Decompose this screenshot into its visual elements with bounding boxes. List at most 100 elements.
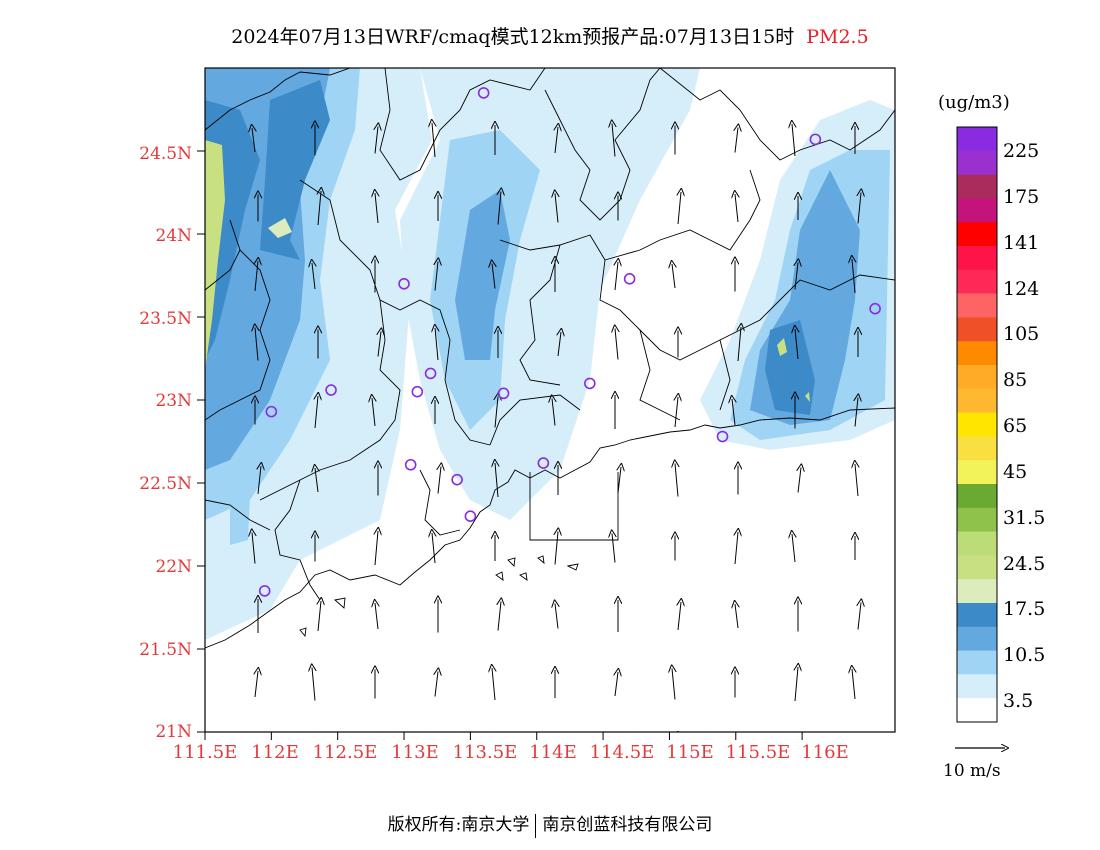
wind-arrow (795, 263, 798, 290)
wind-arrow (312, 263, 315, 290)
wind-arrow (495, 397, 498, 428)
legend-label: 85 (1003, 369, 1028, 391)
legend-label: 24.5 (1003, 553, 1046, 575)
station-marker (497, 387, 510, 400)
legend-swatch (957, 507, 997, 532)
legend-label: 3.5 (1003, 690, 1034, 712)
wind-arrow (852, 669, 855, 700)
lat-label: 22N (155, 557, 192, 577)
legend-label: 225 (1003, 140, 1040, 162)
wind-arrow (378, 332, 381, 357)
wind-arrow (612, 534, 615, 563)
wind-arrow (855, 398, 858, 427)
legend-swatch (957, 127, 997, 152)
wind-arrow (252, 128, 255, 153)
lon-label: 115.5E (725, 742, 791, 763)
wind-vectors (252, 123, 861, 769)
wind-arrow (315, 396, 318, 429)
station-marker (265, 405, 278, 418)
legend-swatch (957, 531, 997, 556)
legend-swatch (957, 460, 997, 485)
wind-arrow (438, 467, 441, 494)
lat-label: 22.5N (139, 474, 192, 494)
concentration-field (205, 68, 895, 732)
color-legend-bar (956, 126, 998, 723)
station-marker (869, 302, 881, 315)
wind-arrow (735, 604, 738, 629)
wind-arrow (792, 124, 795, 157)
wind-arrow (735, 194, 738, 223)
legend-swatch (957, 555, 997, 580)
legend-swatch (957, 222, 997, 247)
lon-label: 115E (666, 742, 714, 763)
station-marker (584, 377, 596, 390)
lon-label: 112E (251, 742, 299, 763)
wind-arrow (255, 328, 258, 361)
station-marker (424, 367, 437, 380)
station-marker (411, 385, 424, 398)
wind-arrow (318, 601, 321, 632)
wind-arrow (372, 398, 375, 427)
legend-swatch (957, 579, 997, 604)
legend-swatch (957, 484, 997, 509)
wind-arrow (435, 262, 438, 291)
legend-swatch (957, 269, 997, 294)
wind-arrow (615, 262, 618, 291)
station-marker (404, 458, 417, 471)
wind-arrow (795, 667, 798, 702)
title-text: 2024年07月13日WRF/cmaq模式12km预报产品:07月13日15时 (231, 26, 795, 48)
wind-arrow (675, 397, 678, 428)
wind-arrow (375, 531, 378, 566)
station-marker (325, 384, 337, 396)
station-marker (809, 133, 822, 146)
wind-arrow (498, 602, 501, 631)
lat-label: 21.5N (139, 640, 192, 660)
station-marker (398, 277, 410, 290)
legend-swatch (957, 436, 997, 461)
wind-arrow (375, 127, 378, 154)
legend-label: 175 (1003, 186, 1040, 208)
wind-arrow (432, 533, 435, 564)
legend-label: 31.5 (1003, 507, 1046, 529)
legend-unit: (ug/m3) (938, 92, 1010, 113)
station-marker (716, 430, 729, 443)
wind-arrow (318, 191, 321, 226)
wind-arrow (255, 671, 258, 698)
station-marker (623, 273, 636, 285)
wind-arrow (735, 532, 738, 565)
map-boundaries (205, 68, 895, 649)
wind-arrow (432, 123, 435, 158)
station-marker (537, 457, 550, 469)
legend-swatch (957, 365, 997, 390)
legend-swatch (957, 198, 997, 223)
legend-swatch (957, 174, 997, 199)
wind-arrow (435, 328, 438, 361)
wind-arrow (678, 602, 681, 631)
wind-arrow (618, 467, 621, 494)
lon-label: 113E (391, 742, 439, 763)
legend-swatch (957, 626, 997, 651)
wind-arrow (615, 329, 618, 360)
station-marker (258, 585, 271, 597)
pollutant-name: PM2.5 (806, 26, 869, 48)
company-name: 南京创蓝科技有限公司 (542, 815, 713, 835)
wind-arrow (672, 264, 675, 289)
wind-arrow (852, 259, 855, 294)
station-marker (464, 510, 477, 523)
legend-swatch (957, 674, 997, 699)
wind-arrow (255, 261, 258, 292)
wind-arrow (495, 463, 498, 498)
legend-swatch (957, 650, 997, 675)
wind-arrow (258, 466, 261, 495)
legend-swatch (957, 246, 997, 271)
wind-arrow (375, 193, 378, 224)
legend-label: 45 (1003, 461, 1028, 483)
lon-label: 113.5E (452, 742, 518, 763)
legend-label: 141 (1003, 232, 1040, 254)
wind-arrow (678, 192, 681, 225)
lon-label: 114E (529, 742, 577, 763)
wind-arrow (498, 192, 501, 225)
wind-arrow (375, 603, 378, 630)
wind-arrow (555, 194, 558, 223)
lon-label: 116E (801, 742, 849, 763)
